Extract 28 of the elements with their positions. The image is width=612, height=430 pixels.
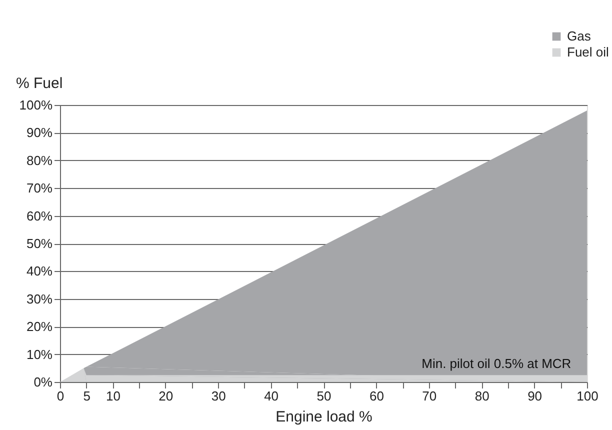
y-tick-label: 50% (26, 236, 53, 251)
legend-label: Gas (567, 28, 592, 44)
x-tick-label: 30 (211, 388, 226, 404)
legend-label: Fuel oil (567, 44, 610, 60)
y-tick-label: 10% (26, 346, 53, 362)
y-tick-label: 20% (26, 319, 53, 334)
x-tick-label: 50 (316, 388, 332, 404)
y-tick-label: 0% (34, 374, 53, 390)
y-tick-label: 70% (26, 180, 53, 196)
x-tick-label: 20 (158, 388, 174, 404)
x-tick-label: 100 (576, 388, 598, 404)
y-tick-label: 80% (26, 152, 53, 168)
x-tick-label: 5 (83, 388, 90, 404)
y-axis-title: % Fuel (16, 75, 63, 92)
y-tick-label: 40% (26, 264, 53, 279)
x-tick-label: 40 (264, 388, 279, 404)
y-tick-label: 30% (26, 291, 53, 306)
y-tick-label: 90% (26, 125, 53, 140)
annotation: Min. pilot oil 0.5% at MCR (422, 356, 572, 372)
y-tick-label: 60% (26, 208, 53, 224)
x-tick-label: 0 (56, 388, 64, 404)
x-tick-label: 60 (369, 388, 384, 404)
x-axis-title: Engine load % (276, 408, 372, 426)
x-tick-label: 10 (106, 388, 120, 404)
x-tick-label: 70 (422, 388, 437, 404)
x-tick-label: 80 (474, 388, 490, 404)
x-tick-label: 90 (528, 388, 542, 404)
y-tick-label: 100% (19, 98, 53, 112)
